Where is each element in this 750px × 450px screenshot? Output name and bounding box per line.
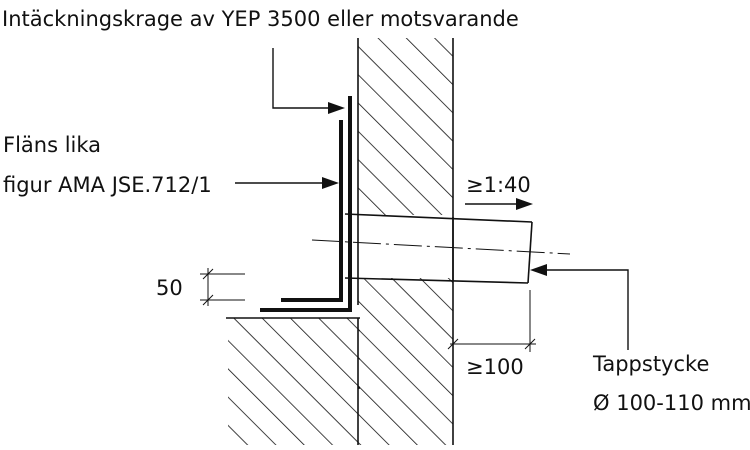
flange-label-line1: Fläns lika [3,133,101,157]
pipe-label-line2: Ø 100-110 mm [593,391,750,415]
pipe-centerline [311,239,571,255]
top-callout-label: Intäckningskrage av YEP 3500 eller motsv… [2,7,519,31]
flange-callout-leader [235,177,339,189]
top-callout-leader [272,48,345,114]
flange-label-line2: figur AMA JSE.712/1 [3,173,212,197]
dimension-100 [447,290,536,352]
pipe-stub [344,213,533,284]
slope-arrow [465,198,533,210]
height-dimension-label: 50 [156,276,183,300]
slope-label: ≥1:40 [466,173,531,197]
dimension-50 [200,268,245,306]
pipe-label-line1: Tappstycke [592,352,709,376]
protrusion-dimension-label: ≥100 [466,355,524,379]
pipe-callout-leader [530,264,629,350]
flange-collar [260,96,352,312]
concrete-wall [228,38,453,445]
